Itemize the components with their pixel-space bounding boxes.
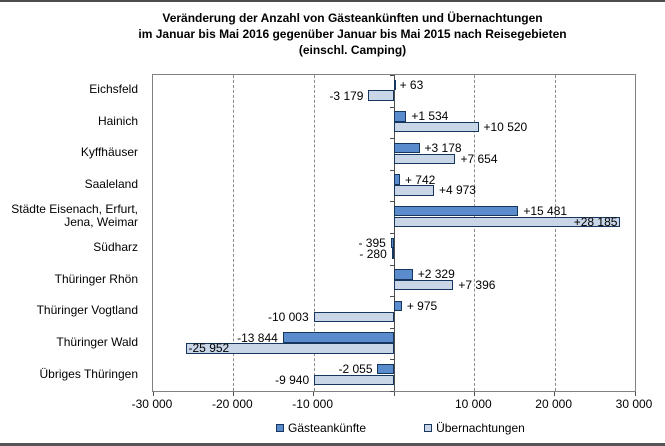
legend-label: Übernachtungen [436,421,525,435]
bar-gaesteankuenfte [390,237,394,249]
bar-uebernachtungen [394,153,456,165]
value-axis-tick [473,392,475,396]
bar-uebernachtungen [394,121,479,133]
chart-title-line-2: im Januar bis Mai 2016 gegenüber Januar … [138,27,567,41]
bar-uebernachtungen [313,311,394,323]
legend-swatch-icon [276,424,284,432]
value-axis-labels: -30 000 -20 000 -10 000 10 000 20 000 30 000 [132,397,653,412]
gridline [474,75,476,391]
bar-uebernachtungen [394,279,454,291]
category-label: Thüringer Vogtland [36,303,138,318]
value-axis-tick-label: -20 000 [211,397,253,411]
plot-area: + 63 +1 534 +3 178 + 742 +15 481- 395 +2 329 +… [152,74,636,396]
chart-title-line-1: Veränderung der Anzahl von Gästeankünfte… [162,11,543,25]
value-axis-tick [152,392,154,396]
bar-gaesteankuenfte [394,111,407,122]
category-label: Städte Eisenach, Erfurt, Jena, Weimar [11,202,138,230]
gridline [313,75,315,391]
category-axis-line [393,75,395,391]
bar-uebernachtungen [368,90,394,101]
value-axis-tick-label: 20 000 [535,397,572,411]
value-axis-tick [232,392,234,396]
bar-value-label: - 280 [359,246,387,261]
bar-value-label: - 395 [358,235,386,250]
bar-uebernachtungen [314,374,394,386]
legend-label: Gästeankünfte [288,421,367,435]
value-axis-tick [554,392,556,396]
bar-value-label: +4 973 [438,183,476,198]
value-axis-tick [393,392,395,396]
category-axis-tick [390,265,394,266]
value-axis-tick-label: -30 000 [131,397,173,411]
bar-value-label: -13 844 [237,330,278,345]
category-axis-tick [390,233,394,234]
category-label: Eichsfeld [89,82,138,97]
category-axis-tick [390,107,394,108]
bar-value-label: +3 178 [424,141,462,155]
bar-value-label: +7 396 [458,278,496,293]
bar-value-label: + 63 [399,77,424,92]
category-axis-tick [390,201,394,202]
gridline [233,75,235,391]
category-axis-tick [390,328,394,329]
bar-value-label: -10 003 [267,309,309,324]
category-axis-tick [390,359,394,360]
bar-uebernachtungen [391,248,394,259]
bar-value-label: +2 329 [417,267,455,282]
category-label: Übriges Thüringen [39,366,138,381]
category-label: Thüringer Wald [56,335,138,350]
bar-gaesteankuenfte [377,363,394,375]
value-axis-tick [634,392,636,396]
bar-value-label: +1 534 [411,109,449,124]
value-axis-tick-label: 10 000 [454,397,492,411]
bar-value-label: -9 940 [275,373,310,387]
category-axis-tick [390,138,394,139]
bar-gaesteankuenfte [394,300,402,312]
chart-title-line-3: (einschl. Camping) [298,43,407,57]
bar-gaesteankuenfte [282,332,394,343]
bar-value-label: -2 055 [338,362,373,377]
category-label: Südharz [93,240,138,255]
bar-value-label: +10 520 [483,120,528,135]
value-axis-tick-label: 30 000 [615,397,653,411]
legend-swatch-icon [424,424,433,432]
bar-value-label: + 742 [404,172,436,187]
category-label: Hainich [97,113,138,128]
category-label: Saaleland [84,177,138,192]
value-axis-tick [313,392,315,396]
legend-item: Gästeankünfte [276,421,366,435]
bar-uebernachtungen [394,216,621,228]
bar-gaesteankuenfte [394,174,400,185]
category-label: Thüringer Rhön [54,271,138,286]
category-axis-labels: Eichsfeld Hainich Kyffhäuser Saaleland Städt… [0,74,145,392]
bar-value-label: +15 481 [523,204,568,219]
bar-value-label: -25 952 [188,341,230,356]
chart-title: Veränderung der Anzahl von Gästeankünfte… [40,10,665,58]
bar-uebernachtungen [185,343,394,354]
gridline [554,75,556,391]
bar-value-label: -3 179 [329,88,364,103]
category-label: Kyffhäuser [80,145,138,160]
category-axis-tick [390,170,394,171]
bar-uebernachtungen [394,185,434,196]
legend-item: Übernachtungen [424,421,525,435]
category-axis-tick [390,75,394,76]
category-axis-tick [390,391,394,392]
bar-gaesteankuenfte [394,269,413,280]
bar-gaesteankuenfte [394,205,519,217]
bar-gaesteankuenfte [394,142,420,154]
bar-value-label: + 975 [406,299,438,313]
legend: Gästeankünfte Übernachtungen [276,421,525,435]
category-axis-tick [390,296,394,297]
bar-value-label: +28 185 [573,215,618,229]
value-axis-tick-label: -10 000 [292,397,333,411]
bar-gaesteankuenfte [394,79,396,91]
bar-value-label: +7 654 [460,151,498,166]
